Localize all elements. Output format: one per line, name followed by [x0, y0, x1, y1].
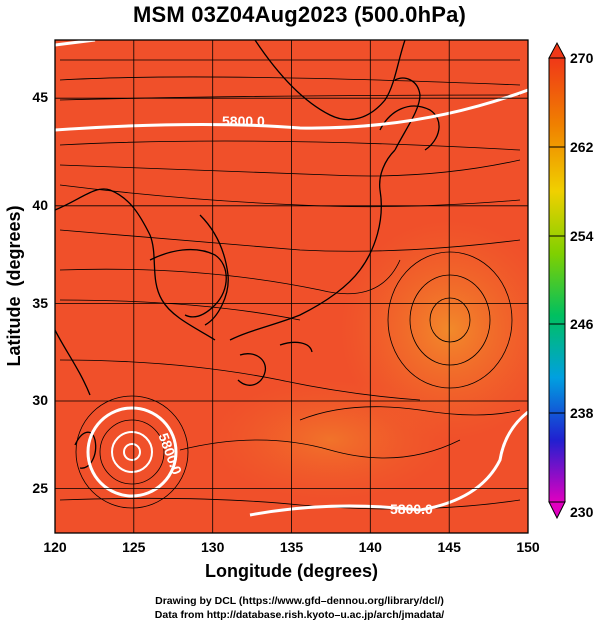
warm-region [340, 220, 528, 440]
y-axis-title: Latitude (degrees) [4, 205, 24, 366]
typhoon-circulation [75, 395, 189, 509]
contour-nw [55, 40, 96, 47]
colorbar-tick-label: 270 [570, 50, 594, 66]
x-tick-label: 145 [438, 539, 462, 555]
x-tick-label: 150 [516, 539, 540, 555]
credit-line-data: Data from http://database.rish.kyoto–u.a… [154, 609, 445, 621]
contour-label-north: 5800.0 [222, 113, 265, 129]
x-axis-title: Longitude (degrees) [205, 561, 378, 581]
plot-area [55, 40, 528, 533]
streamlines [59, 59, 521, 510]
y-tick-label: 45 [32, 89, 48, 105]
y-tick-label: 35 [32, 295, 48, 311]
credits: Drawing by DCL (https://www.gfd–dennou.o… [0, 594, 599, 622]
colorbar: 270 262 254 246 238 230 [548, 41, 594, 520]
x-tick-label: 130 [201, 539, 225, 555]
colorbar-tick-label: 246 [570, 316, 594, 332]
x-tick-label: 140 [359, 539, 383, 555]
chart-title: MSM 03Z04Aug2023 (500.0hPa) [132, 2, 467, 27]
colorbar-max-arrow [548, 41, 566, 59]
y-tick-label: 40 [32, 197, 48, 213]
contour-north [55, 88, 528, 132]
contour-south [249, 410, 528, 517]
contour-label-south: 5800.0 [390, 501, 433, 517]
plot-frame [54, 39, 529, 534]
y-tick-label: 25 [32, 480, 48, 496]
anticyclone-streamlines [387, 251, 513, 389]
y-tick-label: 30 [32, 392, 48, 408]
x-tick-label: 125 [122, 539, 146, 555]
x-axis-ticks: 120 125 130 135 140 145 150 [43, 539, 540, 555]
credit-line-drawing: Drawing by DCL (https://www.gfd–dennou.o… [155, 595, 444, 607]
colorbar-tick-label: 254 [570, 228, 594, 244]
x-tick-label: 120 [43, 539, 67, 555]
colorbar-tick-label: 238 [570, 405, 594, 421]
colorbar-tick-label: 230 [570, 504, 594, 520]
warm-region-south [210, 380, 450, 500]
graticule [55, 40, 528, 533]
y-axis-ticks: 25 30 35 40 45 [32, 89, 48, 496]
colorbar-tick-label: 262 [570, 139, 594, 155]
colorbar-min-arrow [548, 501, 566, 520]
x-tick-label: 135 [280, 539, 304, 555]
colorbar-gradient [548, 57, 566, 503]
